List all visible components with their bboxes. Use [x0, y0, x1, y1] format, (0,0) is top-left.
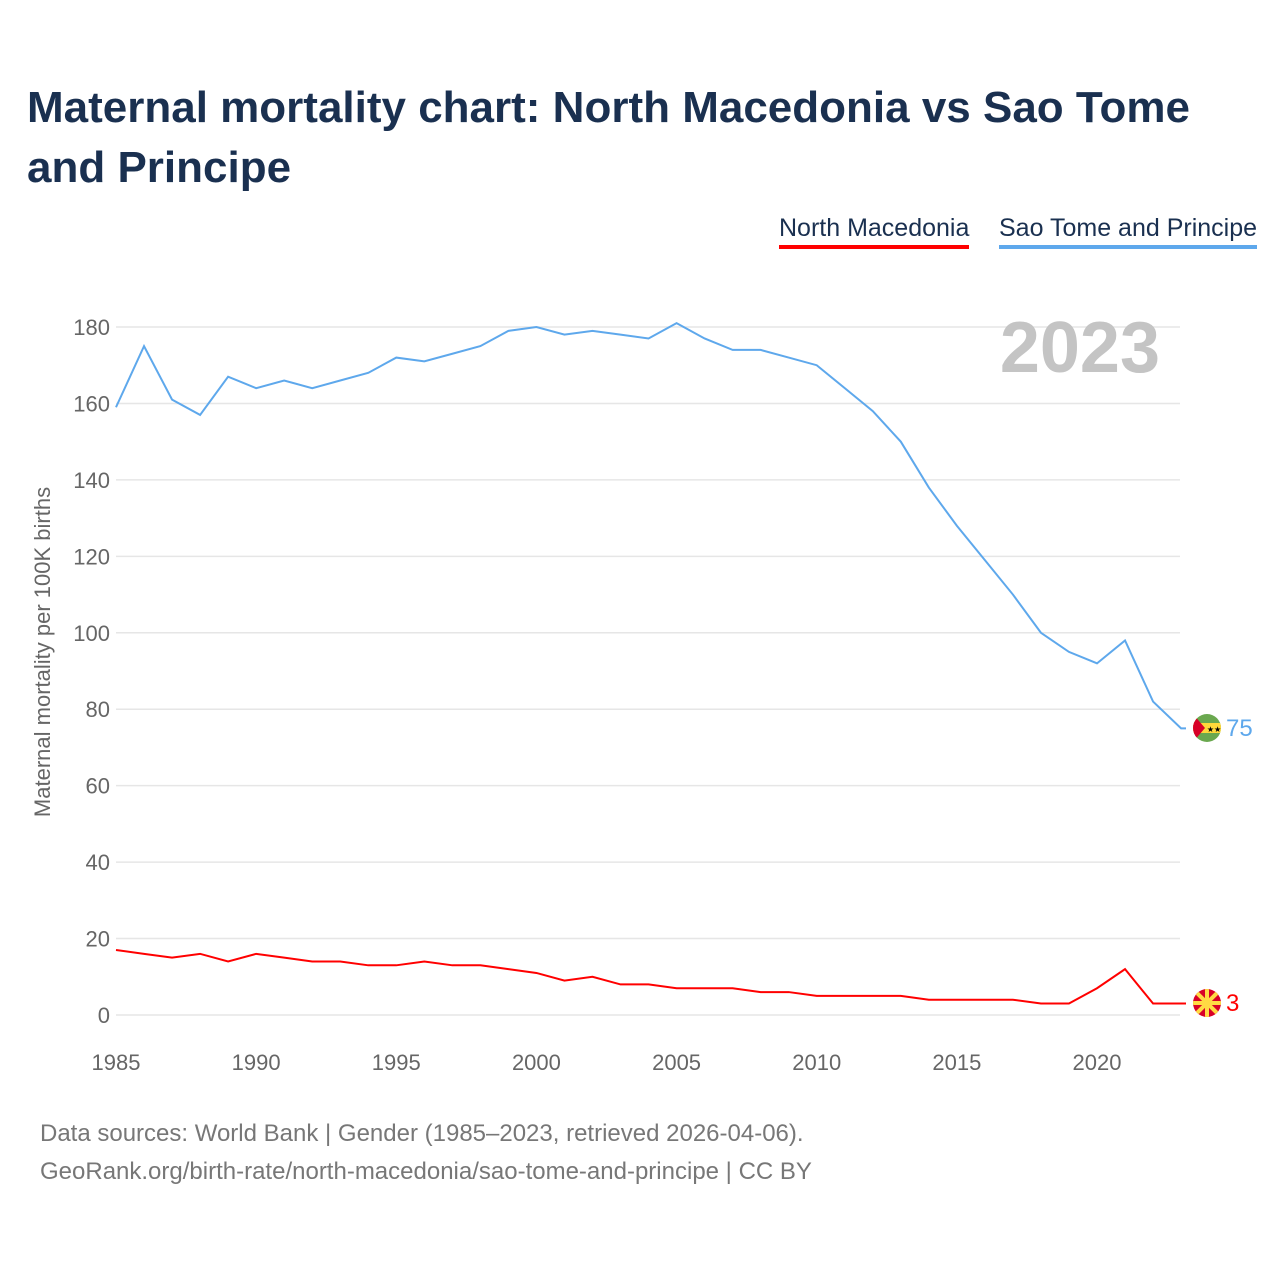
y-tick-label: 160	[73, 391, 110, 416]
x-tick-label: 1990	[232, 1050, 281, 1075]
x-tick-label: 2010	[792, 1050, 841, 1075]
end-label-north-macedonia: 3	[1226, 990, 1239, 1017]
legend-north-macedonia[interactable]: North Macedonia	[779, 214, 970, 249]
footer-url[interactable]: GeoRank.org/birth-rate/north-macedonia/s…	[40, 1158, 812, 1185]
north-macedonia-flag-icon	[1193, 989, 1221, 1017]
footer-source: Data sources: World Bank | Gender (1985–…	[40, 1120, 804, 1147]
y-tick-label: 120	[73, 544, 110, 569]
y-tick-label: 140	[73, 468, 110, 493]
x-tick-label: 2005	[652, 1050, 701, 1075]
y-tick-label: 100	[73, 621, 110, 646]
x-tick-label: 1985	[92, 1050, 141, 1075]
end-label-sao-tome: 75	[1226, 715, 1253, 742]
y-tick-label: 40	[86, 850, 110, 875]
year-watermark: 2023	[1000, 308, 1160, 388]
svg-text:★★: ★★	[1207, 725, 1221, 734]
chart-title: Maternal mortality chart: North Macedoni…	[27, 83, 1190, 192]
y-tick-label: 80	[86, 697, 110, 722]
y-tick-label: 20	[86, 927, 110, 952]
y-tick-label: 180	[73, 315, 110, 340]
y-tick-label: 0	[98, 1003, 110, 1028]
x-tick-label: 1995	[372, 1050, 421, 1075]
y-tick-label: 60	[86, 774, 110, 799]
x-tick-label: 2020	[1073, 1050, 1122, 1075]
sao-tome-flag-icon: ★★	[1193, 714, 1221, 742]
y-axis-label: Maternal mortality per 100K births	[30, 487, 55, 817]
x-tick-label: 2000	[512, 1050, 561, 1075]
series-line-north-macedonia	[115, 949, 1186, 1005]
series-line-sao-tome-and-principe	[115, 322, 1186, 730]
legend-sao-tome[interactable]: Sao Tome and Principe	[999, 214, 1258, 249]
x-tick-label: 2015	[932, 1050, 981, 1075]
